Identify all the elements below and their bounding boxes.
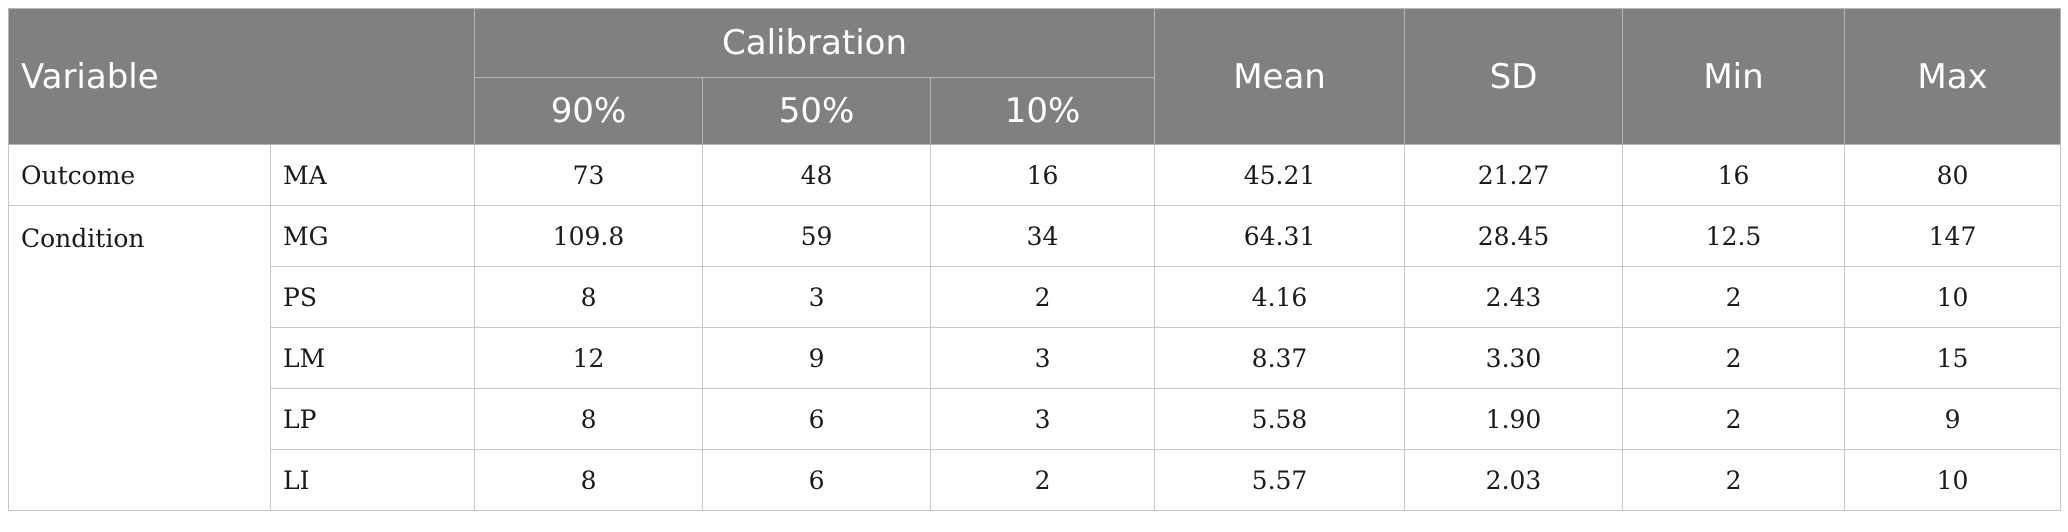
table-row: LI 8 6 2 5.57 2.03 2 10 (9, 449, 2062, 511)
header-cal-50: 50% (702, 77, 932, 145)
cell-p90: 109.8 (474, 205, 704, 267)
cell-max: 147 (1844, 205, 2062, 267)
cell-p10: 2 (930, 449, 1156, 511)
table-row: LM 12 9 3 8.37 3.30 2 15 (9, 327, 2062, 389)
header-min: Min (1622, 8, 1846, 145)
row-name: PS (269, 266, 476, 328)
cell-mean: 5.57 (1154, 449, 1406, 511)
cell-max: 10 (1844, 266, 2062, 328)
cell-sd: 1.90 (1404, 388, 1624, 450)
statistics-table-container: Variable Calibration Mean SD Min Max 90%… (7, 8, 2062, 511)
cell-max: 80 (1844, 144, 2062, 206)
cell-p50: 6 (702, 388, 932, 450)
cell-p50: 9 (702, 327, 932, 389)
row-name: LM (269, 327, 476, 389)
cell-p50: 59 (702, 205, 932, 267)
cell-min: 2 (1622, 388, 1846, 450)
cell-p90: 8 (474, 388, 704, 450)
cell-min: 12.5 (1622, 205, 1846, 267)
cell-p10: 3 (930, 388, 1156, 450)
cell-sd: 3.30 (1404, 327, 1624, 389)
table-header: Variable Calibration Mean SD Min Max 90%… (7, 8, 2062, 145)
cell-mean: 5.58 (1154, 388, 1406, 450)
row-name: MA (269, 144, 476, 206)
table-row: Outcome MA 73 48 16 45.21 21.27 16 80 (8, 144, 2062, 206)
cell-p90: 73 (474, 144, 704, 206)
header-mean: Mean (1154, 8, 1406, 145)
cell-p90: 8 (474, 266, 704, 328)
cell-max: 10 (1844, 449, 2062, 511)
cell-min: 2 (1622, 449, 1846, 511)
group-label-condition: Condition (8, 205, 271, 511)
cell-p50: 48 (702, 144, 932, 206)
table-row: LP 8 6 3 5.58 1.90 2 9 (9, 388, 2062, 450)
row-name: LI (269, 449, 476, 511)
group-label-outcome: Outcome (8, 144, 271, 206)
cell-mean: 64.31 (1154, 205, 1406, 267)
cell-p90: 8 (474, 449, 704, 511)
cell-p10: 2 (930, 266, 1156, 328)
header-row-sub: 90% 50% 10% (9, 77, 2061, 145)
header-row-top: Variable Calibration Mean SD Min Max (7, 8, 2062, 145)
cell-p10: 34 (930, 205, 1156, 267)
row-name: LP (269, 388, 476, 450)
cell-mean: 45.21 (1154, 144, 1406, 206)
cell-p10: 3 (930, 327, 1156, 389)
cell-mean: 8.37 (1154, 327, 1406, 389)
table-row: Condition MG 109.8 59 34 64.31 28.45 12.… (8, 205, 2062, 511)
cell-mean: 4.16 (1154, 266, 1406, 328)
calibration-statistics-table: Variable Calibration Mean SD Min Max 90%… (7, 8, 2062, 511)
header-sd: SD (1404, 8, 1624, 145)
cell-sd: 21.27 (1404, 144, 1624, 206)
cell-sd: 28.45 (1404, 205, 1624, 267)
cell-max: 15 (1844, 327, 2062, 389)
cell-sd: 2.43 (1404, 266, 1624, 328)
table-body: Outcome MA 73 48 16 45.21 21.27 16 80 Co… (8, 144, 2062, 511)
header-calibration: Calibration (474, 8, 1156, 78)
header-max: Max (1844, 8, 2062, 145)
cell-p50: 3 (702, 266, 932, 328)
table-row: PS 8 3 2 4.16 2.43 2 10 (9, 266, 2062, 328)
cell-min: 16 (1622, 144, 1846, 206)
row-name: MG (269, 205, 476, 267)
cell-min: 2 (1622, 266, 1846, 328)
header-variable: Variable (7, 8, 476, 145)
cell-p90: 12 (474, 327, 704, 389)
header-cal-90: 90% (474, 77, 704, 145)
cell-p50: 6 (702, 449, 932, 511)
cell-p10: 16 (930, 144, 1156, 206)
cell-min: 2 (1622, 327, 1846, 389)
header-cal-10: 10% (930, 77, 1156, 145)
cell-max: 9 (1844, 388, 2062, 450)
cell-sd: 2.03 (1404, 449, 1624, 511)
